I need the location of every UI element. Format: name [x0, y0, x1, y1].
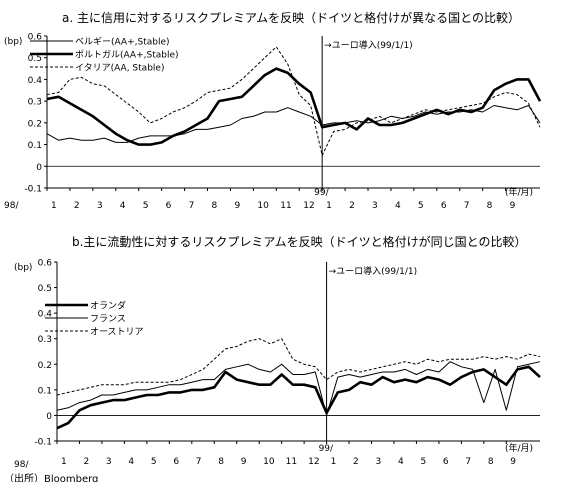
source-note: （出所）Bloomberg — [4, 474, 99, 482]
x-tick-label: 10 — [257, 201, 269, 211]
series-line-2 — [56, 361, 541, 416]
y-axis-label: (bp) — [4, 37, 22, 47]
x-tick-label: 7 — [196, 457, 202, 467]
x-tick-label: 11 — [286, 457, 297, 467]
x-tick-label: 3 — [106, 457, 112, 467]
x-tick-label: 10 — [263, 457, 275, 467]
x-tick-label: 6 — [441, 201, 447, 211]
x-tick-label: 4 — [128, 457, 134, 467]
x-tick-label: 8 — [487, 201, 493, 211]
x-tick-label: 4 — [395, 201, 401, 211]
y-tick-label: 0.6 — [28, 33, 43, 43]
chart-title: b.主に流動性に対するリスクプレミアムを反映（ドイツと格付けが同じ国との比較） — [72, 234, 526, 249]
x-tick-label: 2 — [353, 457, 359, 467]
x-year-label-99: 99/ — [314, 188, 329, 198]
x-tick-label: 9 — [234, 201, 240, 211]
x-tick-label: 9 — [510, 457, 516, 467]
x-tick-label: 5 — [418, 201, 424, 211]
y-tick-label: -0.1 — [24, 185, 42, 195]
y-tick-label: 0.4 — [38, 310, 53, 320]
x-tick-label: 3 — [97, 201, 103, 211]
euro-event-label: →ユーロ導入(99/1/1) — [324, 39, 413, 51]
x-year-label-98: 98/ — [14, 460, 29, 470]
x-tick-label: 1 — [326, 201, 332, 211]
legend-label-2: ポルトガル(AA+,Stable) — [75, 50, 179, 61]
x-tick-label: 5 — [151, 457, 157, 467]
chart-title: a. 主に信用に対するリスクプレミアムを反映（ドイツと格付けが異なる国との比較） — [62, 10, 520, 25]
series-line-1 — [56, 365, 541, 430]
series-line-3 — [46, 46, 541, 156]
x-tick-label: 7 — [464, 201, 470, 211]
x-tick-label: 7 — [465, 457, 471, 467]
y-tick-label: 0.5 — [38, 284, 52, 294]
x-tick-label: 12 — [308, 457, 319, 467]
legend-label-3: イタリア(AA, Stable) — [75, 63, 164, 74]
x-tick-label: 1 — [331, 457, 337, 467]
x-tick-label: 8 — [218, 457, 224, 467]
legend-label-1: ベルギー(AA+,Stable) — [75, 37, 170, 48]
legend-label-3: オーストリア — [90, 327, 144, 338]
series-line-3 — [56, 338, 541, 396]
legend-label-1: オランダ — [90, 300, 126, 312]
y-tick-label: 0.1 — [38, 386, 52, 396]
x-tick-label: 1 — [61, 457, 67, 467]
y-tick-label: 0.2 — [38, 361, 52, 371]
x-tick-label: 1 — [51, 201, 57, 211]
x-tick-label: 8 — [488, 457, 494, 467]
x-tick-label: 2 — [83, 457, 89, 467]
x-tick-label: 2 — [349, 201, 355, 211]
y-tick-label: 0.1 — [28, 141, 42, 151]
x-tick-label: 7 — [189, 201, 195, 211]
y-tick-label: 0 — [36, 163, 42, 173]
x-tick-label: 3 — [376, 457, 382, 467]
y-tick-label: 0 — [46, 412, 52, 422]
y-tick-label: 0.3 — [38, 335, 52, 345]
x-tick-label: 6 — [173, 457, 179, 467]
y-tick-label: 0.2 — [28, 119, 42, 129]
x-tick-label: 3 — [372, 201, 378, 211]
y-tick-label: 0.5 — [28, 54, 42, 64]
y-tick-label: 0.6 — [38, 259, 53, 269]
x-tick-label: 6 — [443, 457, 449, 467]
x-tick-label: 2 — [74, 201, 80, 211]
x-tick-label: 12 — [303, 201, 314, 211]
y-tick-label: -0.1 — [34, 438, 52, 448]
x-tick-label: 4 — [120, 201, 126, 211]
x-unit-label: (年/月) — [505, 442, 533, 454]
x-year-label-99: 99/ — [319, 444, 334, 454]
euro-event-label: →ユーロ導入(99/1/1) — [329, 265, 418, 277]
legend-label-2: フランス — [90, 314, 126, 325]
x-tick-label: 5 — [143, 201, 149, 211]
x-unit-label: (年/月) — [505, 186, 533, 198]
y-tick-label: 0.4 — [28, 76, 43, 86]
x-tick-label: 6 — [166, 201, 172, 211]
y-tick-label: 0.3 — [28, 98, 42, 108]
y-axis-label: (bp) — [14, 263, 32, 273]
x-tick-label: 4 — [398, 457, 404, 467]
x-tick-label: 9 — [241, 457, 247, 467]
x-tick-label: 8 — [212, 201, 218, 211]
x-tick-label: 11 — [280, 201, 291, 211]
x-year-label-98: 98/ — [4, 201, 19, 211]
x-tick-label: 5 — [420, 457, 426, 467]
x-tick-label: 9 — [510, 201, 516, 211]
